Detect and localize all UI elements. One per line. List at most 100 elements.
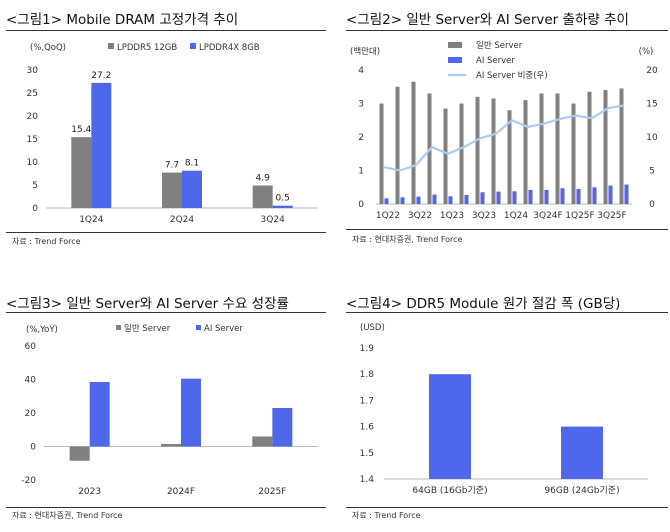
- chart-1-y-tick-label: 15: [27, 135, 38, 145]
- chart-2-bar-ai-server: [528, 189, 533, 204]
- chart-2-bar-general-server: [523, 100, 528, 204]
- chart-3-unit-label: (%,YoY): [26, 325, 58, 335]
- chart-1-data-label: 15.4: [71, 125, 91, 135]
- chart-1-title: <그림1> Mobile DRAM 고정가격 추이: [6, 12, 239, 28]
- chart-4-y-tick-label: 1.5: [360, 449, 374, 459]
- chart-2-legend-swatch: [448, 57, 462, 63]
- chart-3-top-rule: [6, 312, 326, 313]
- chart-3-legend-label: AI Server: [204, 324, 243, 334]
- chart-4-y-tick-label: 1.4: [360, 475, 375, 485]
- chart-1-data-label: 27.2: [91, 71, 111, 81]
- chart-3-bar-general-server: [252, 436, 273, 447]
- chart-3-x-tick-label: 2023: [78, 487, 101, 497]
- chart-2-y2-tick-label: 20: [646, 66, 658, 76]
- chart-4-bar: [561, 426, 603, 479]
- chart-4-x-tick-label: 96GB (24Gb기준): [544, 485, 619, 496]
- chart-2-bar-ai-server: [384, 198, 389, 204]
- chart-2-bar-ai-server: [560, 188, 565, 204]
- chart-2-x-tick-label: 1Q24: [504, 211, 529, 221]
- chart-1-bar-lpddr4x: [91, 82, 112, 208]
- chart-4-unit-label: (USD): [360, 323, 385, 333]
- chart-1-data-label: 4.9: [256, 173, 271, 183]
- chart-2-x-tick-label: 3Q23: [472, 211, 496, 221]
- chart-2-y-tick-label: 2: [358, 133, 364, 143]
- chart-panel-1: <그림1> Mobile DRAM 고정가격 추이 자료 : Trend For…: [0, 0, 330, 260]
- chart-3-bar-ai-server: [272, 407, 293, 447]
- chart-2-source: 자료 : 현대차증권, Trend Force: [352, 235, 463, 244]
- chart-2-y-tick-label: 0: [358, 200, 364, 210]
- chart-2-x-tick-label: 1Q23: [440, 211, 464, 221]
- chart-1-bottom-rule: [6, 232, 326, 233]
- chart-2-bar-ai-server: [496, 191, 501, 204]
- chart-1-top-rule: [6, 30, 326, 31]
- chart-4-bar: [429, 374, 471, 479]
- chart-1-source: 자료 : Trend Force: [12, 237, 81, 246]
- chart-3-bar-ai-server: [89, 382, 110, 447]
- chart-2-y2-tick-label: 5: [649, 167, 655, 177]
- chart-3-bar-general-server: [161, 443, 181, 447]
- chart-1-legend-label: LPDDR4X 8GB: [199, 43, 260, 53]
- chart-panel-4: <그림4> DDR5 Module 원가 절감 폭 (GB당) 자료 : Tre…: [336, 288, 670, 532]
- chart-2-bar-ai-server: [544, 189, 549, 204]
- chart-1-data-label: 0.5: [276, 194, 290, 204]
- chart-2-bar-ai-server: [480, 192, 485, 204]
- chart-2-bar-general-server: [555, 93, 560, 204]
- chart-1-x-tick-label: 1Q24: [79, 215, 104, 225]
- chart-2-bar-general-server: [411, 81, 416, 204]
- chart-2-bar-ai-server: [624, 184, 629, 204]
- chart-2-bar-general-server: [443, 108, 448, 204]
- chart-4-source: 자료 : Trend Force: [352, 511, 421, 520]
- chart-2-bar-general-server: [603, 90, 608, 204]
- chart-3-legend-swatch: [196, 325, 201, 330]
- chart-panel-3: <그림3> 일반 Server와 AI Server 수요 성장률 자료 : 현…: [0, 288, 330, 532]
- chart-3-bottom-rule: [6, 507, 326, 508]
- chart-2-bar-general-server: [539, 93, 544, 204]
- chart-4-plot: (USD) 1.4 1.5 1.6 1.7 1.8 1.9 64GB (16Gb기준) 96GB…: [360, 323, 648, 496]
- chart-4-y-tick-label: 1.9: [360, 344, 375, 354]
- chart-3-y-tick-label: 0: [30, 443, 36, 453]
- chart-2-legend-label: AI Server: [476, 56, 515, 66]
- chart-2-bar-ai-server: [608, 185, 613, 204]
- chart-2-legend-label: AI Server 비중(우): [476, 71, 548, 81]
- chart-2-top-rule: [346, 30, 668, 31]
- chart-2-x-tick-label: 1Q22: [376, 211, 400, 221]
- chart-2-bar-ai-server: [432, 194, 437, 204]
- chart-1-y-tick-label: 10: [27, 158, 39, 168]
- chart-2-bar-general-server: [507, 110, 512, 204]
- chart-2-bar-general-server: [395, 86, 400, 204]
- chart-2-x-tick-label: 1Q25F: [565, 211, 594, 221]
- chart-2-bar-ai-server: [416, 196, 421, 204]
- chart-2-bar-general-server: [571, 103, 576, 204]
- chart-2-unit-label-right: (%): [639, 47, 654, 57]
- chart-1-bar-lpddr4x: [182, 170, 202, 208]
- chart-3-y-tick-label: 20: [25, 409, 37, 419]
- chart-2-x-tick-label: 3Q24F: [533, 211, 562, 221]
- chart-panel-2: <그림2> 일반 Server와 AI Server 출하량 추이 자료 : 현…: [336, 0, 670, 260]
- chart-3-x-tick-label: 2024F: [167, 487, 195, 497]
- chart-3-y-tick-label: 40: [25, 376, 37, 386]
- chart-1-unit-label: (%,QoQ): [30, 43, 66, 53]
- chart-1-y-tick-label: 0: [32, 204, 38, 214]
- chart-2-plot: (백만대) (%) 0 1 2 3 4 0 5 10 15 20 1Q22 3Q22 1Q23 3Q23 1Q2…: [350, 40, 658, 221]
- chart-2-title: <그림2> 일반 Server와 AI Server 출하량 추이: [346, 12, 629, 28]
- chart-2-bar-ai-server: [576, 188, 581, 204]
- chart-2-x-tick-label: 3Q25F: [597, 211, 626, 221]
- chart-3-title: <그림3> 일반 Server와 AI Server 수요 성장률: [6, 296, 289, 312]
- chart-4-title: <그림4> DDR5 Module 원가 절감 폭 (GB당): [346, 296, 621, 312]
- chart-1-bar-lpddr5: [162, 172, 182, 208]
- chart-4-y-tick-label: 1.7: [360, 396, 374, 406]
- chart-2-bar-ai-server: [512, 191, 517, 204]
- chart-2-bar-ai-server: [464, 194, 469, 204]
- chart-2-y-tick-label: 3: [358, 100, 364, 110]
- chart-2-bar-general-server: [491, 98, 496, 204]
- chart-4-y-tick-label: 1.8: [360, 370, 375, 380]
- chart-3-y-tick-label: 60: [25, 342, 37, 352]
- chart-2-y2-tick-label: 0: [649, 200, 655, 210]
- chart-1-legend-label: LPDDR5 12GB: [117, 43, 177, 53]
- chart-2-bar-ai-server: [592, 187, 597, 204]
- chart-2-bar-ai-server: [448, 196, 453, 204]
- chart-2-y-tick-label: 1: [358, 167, 364, 177]
- chart-4-x-tick-label: 64GB (16Gb기준): [412, 485, 487, 496]
- chart-1-x-tick-label: 2Q24: [170, 215, 195, 225]
- chart-2-legend-label: 일반 Server: [476, 40, 523, 51]
